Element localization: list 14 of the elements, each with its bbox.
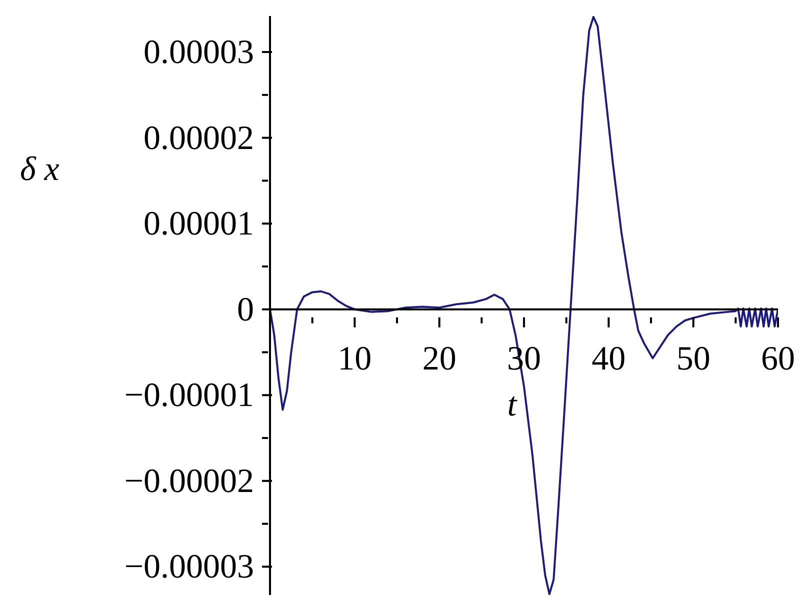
y-tick-label: 0.00002 — [144, 120, 254, 157]
x-tick-label: 50 — [676, 340, 710, 378]
y-tick-label: −0.00003 — [124, 548, 254, 586]
y-tick-label: −0.00001 — [124, 377, 254, 414]
x-axis-title: t — [507, 386, 518, 424]
y-tick-label: 0.00003 — [144, 34, 254, 72]
x-tick-label: 40 — [592, 340, 626, 378]
y-tick-label: 0.00001 — [144, 206, 254, 243]
y-tick-label: −0.00002 — [124, 462, 254, 500]
x-tick-label: 20 — [422, 340, 456, 378]
y-tick-label: 0 — [237, 291, 254, 328]
x-tick-label: 60 — [761, 340, 795, 378]
x-tick-label: 10 — [338, 340, 372, 378]
y-axis-title: δ x — [20, 151, 60, 188]
